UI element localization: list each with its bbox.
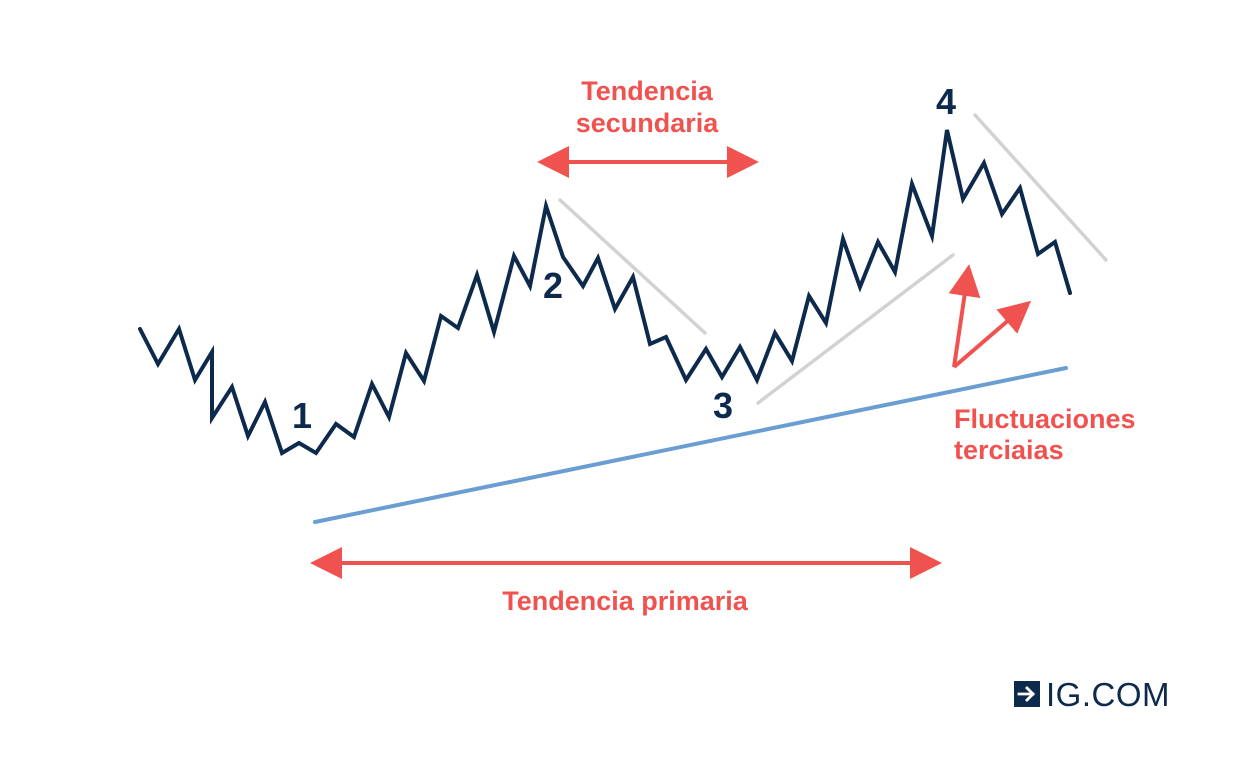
uptrend-guide	[756, 253, 955, 405]
secondary-trend-label-line2: secundaria	[576, 108, 720, 138]
tertiary-arrow-right	[952, 300, 1032, 369]
point-1-label: 1	[292, 395, 312, 436]
tertiary-arrow-up	[948, 264, 981, 368]
tertiary-label-line1: Fluctuaciones	[954, 404, 1136, 434]
primary-trend-line	[313, 366, 1068, 524]
tertiary-downtrend-guide	[973, 113, 1108, 262]
point-4-label: 4	[936, 81, 956, 122]
secondary-trend-label-line1: Tendencia	[581, 76, 714, 106]
logo-text: IG.COM	[1046, 676, 1170, 713]
point-3-label: 3	[713, 385, 733, 426]
price-line	[138, 129, 1072, 456]
point-2-label: 2	[543, 265, 563, 306]
arrow-right-box-icon	[1014, 681, 1040, 707]
ig-logo[interactable]: IG.COM	[1014, 676, 1170, 713]
tertiary-label-line2: terciaias	[954, 435, 1064, 465]
secondary-downtrend-guide	[558, 198, 707, 335]
primary-trend-label: Tendencia primaria	[502, 586, 749, 616]
